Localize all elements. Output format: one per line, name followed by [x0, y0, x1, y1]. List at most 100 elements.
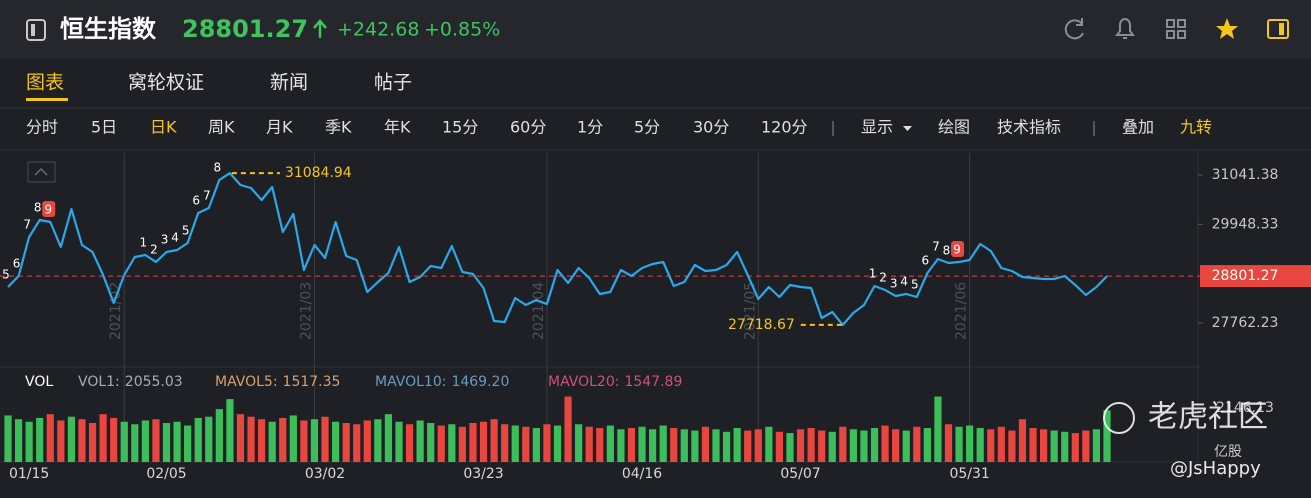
grid-icon[interactable]: [1166, 19, 1186, 39]
period-label: 2021/03: [298, 282, 314, 340]
star-icon[interactable]: [1216, 18, 1238, 39]
volume-bar: [796, 429, 805, 462]
td-count: 4: [900, 274, 908, 288]
volume-bar: [733, 428, 741, 462]
volume-bar: [860, 430, 868, 462]
refresh-icon[interactable]: [1064, 18, 1084, 40]
toolbar-item[interactable]: 绘图: [938, 118, 970, 137]
volume-bar: [1050, 430, 1058, 462]
volume-bar: [553, 425, 562, 462]
volume-bar: [617, 429, 625, 462]
volume-bar: [173, 421, 181, 462]
toolbar-item[interactable]: 120分: [761, 118, 808, 137]
td-count: 5: [911, 277, 919, 291]
volume-bar: [110, 417, 118, 462]
volume-bar: [532, 428, 540, 462]
td-badge: [42, 201, 56, 218]
td-count: 7: [203, 189, 211, 203]
high-label: 31084.94: [285, 165, 352, 181]
toolbar-item[interactable]: 1分: [577, 118, 603, 137]
menu-icon-bar: [31, 24, 35, 36]
toolbar-item[interactable]: 月K: [266, 118, 293, 137]
volume-bar: [701, 426, 710, 462]
header-bar: [0, 0, 1311, 58]
period-label: 2021/06: [954, 282, 970, 340]
volume-bar: [1071, 433, 1079, 462]
volume-bar: [46, 414, 54, 462]
volume-bar: [849, 429, 857, 462]
td-count: 7: [932, 240, 940, 254]
toolbar-item[interactable]: 显示: [861, 118, 893, 137]
toolbar-item[interactable]: 日K: [150, 118, 177, 137]
td-count: 9: [44, 203, 52, 217]
period-label: 2021/02: [108, 282, 124, 340]
volume-bar: [236, 414, 245, 462]
volume-bar: [944, 424, 953, 462]
volume-bar: [310, 419, 319, 462]
tab-underline: [26, 98, 68, 101]
menu-icon[interactable]: [26, 19, 46, 41]
volume-bar: [300, 420, 308, 462]
toolbar-item[interactable]: 九转: [1180, 118, 1212, 137]
toolbar-item[interactable]: 5日: [91, 118, 117, 137]
volume-bar: [1103, 410, 1111, 462]
dropdown-caret: [903, 126, 912, 131]
bell-icon[interactable]: [1115, 18, 1135, 39]
current-price-label: 28801.27: [1212, 268, 1279, 284]
index-name: 恒生指数: [60, 15, 157, 43]
panel-icon-bar: [1279, 23, 1284, 35]
legend-name: VOL1:: [78, 374, 120, 390]
up-arrow: [313, 19, 327, 38]
td-count: 8: [34, 200, 42, 214]
toolbar-item[interactable]: 15分: [442, 118, 478, 137]
toolbar-item[interactable]: 技术指标: [997, 118, 1061, 137]
toolbar-item[interactable]: 季K: [325, 118, 352, 137]
legend-name: MAVOL20:: [548, 374, 619, 390]
x-tick-label: 05/07: [780, 466, 820, 482]
toolbar-item[interactable]: 30分: [693, 118, 729, 137]
volume-bar: [923, 428, 931, 462]
volume-bar: [564, 396, 572, 462]
current-price-box: [1200, 265, 1311, 288]
price-change: +242.68: [337, 19, 419, 41]
tab[interactable]: 窝轮权证: [128, 72, 204, 94]
volume-bar: [152, 419, 160, 462]
volume-bar: [934, 396, 942, 462]
legend-value: 2055.03: [125, 374, 183, 390]
y-tick-label: 27762.23: [1212, 315, 1279, 331]
volume-bar: [490, 419, 498, 462]
price-line: [7, 172, 1108, 326]
tab[interactable]: 图表: [26, 72, 64, 94]
td-count: 8: [214, 161, 222, 175]
toolbar-item[interactable]: 周K: [208, 118, 235, 137]
toolbar-item[interactable]: 叠加: [1122, 118, 1154, 137]
volume-legend-title: VOL: [25, 374, 53, 390]
toolbar-item[interactable]: 年K: [384, 118, 411, 137]
td-count: 6: [13, 256, 21, 270]
td-count: 5: [2, 267, 10, 281]
volume-bar: [501, 424, 509, 462]
volume-legend-item: VOL1: 2055.03: [78, 374, 183, 390]
volume-bar: [353, 424, 361, 462]
volume-bar: [88, 422, 97, 462]
td-count: 8: [943, 243, 951, 257]
panel-icon[interactable]: [1267, 19, 1289, 39]
volume-bar: [966, 425, 974, 462]
x-tick-label: 03/02: [305, 466, 345, 482]
toolbar-item[interactable]: 60分: [510, 118, 546, 137]
collapse-button[interactable]: [27, 161, 56, 183]
y-tick-label: 31041.38: [1212, 167, 1279, 183]
volume-bar: [976, 428, 984, 462]
volume-bar: [596, 428, 604, 462]
volume-bar: [342, 422, 350, 462]
volume-bar: [184, 425, 192, 462]
volume-bar: [987, 429, 995, 462]
tab[interactable]: 帖子: [374, 72, 412, 94]
volume-bar: [786, 433, 794, 462]
tab[interactable]: 新闻: [270, 72, 308, 94]
td-count: 3: [161, 233, 169, 247]
volume-bar: [892, 429, 900, 462]
toolbar-item[interactable]: 5分: [634, 118, 660, 137]
toolbar-item[interactable]: 分时: [26, 118, 58, 137]
volume-bar: [775, 431, 784, 462]
